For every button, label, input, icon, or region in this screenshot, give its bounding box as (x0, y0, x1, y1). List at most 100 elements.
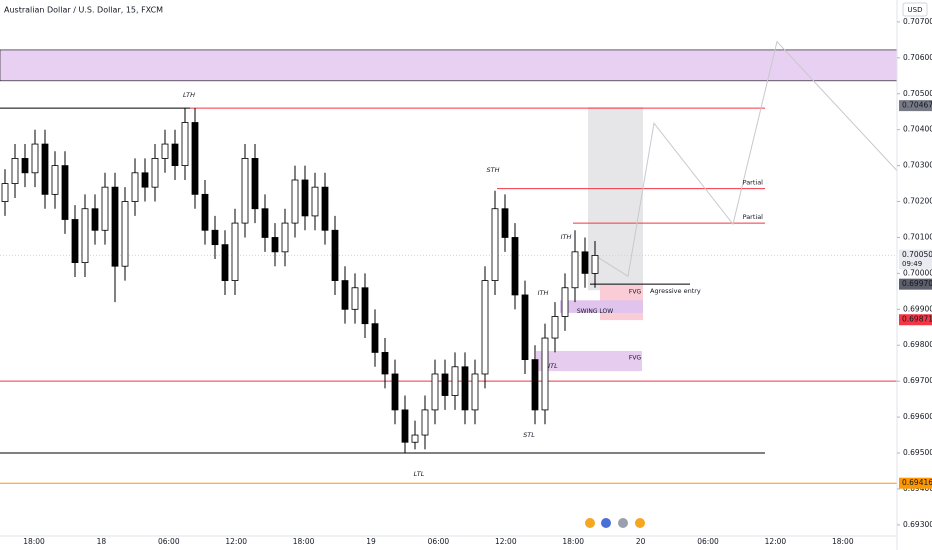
candle-body (301, 179, 309, 217)
level-label: Partial (743, 213, 764, 221)
price-tag-label: 0.70050 (902, 250, 932, 259)
swing-label: ITH (561, 233, 572, 241)
candle-body (391, 373, 399, 411)
y-tick-label: 0.69600 (903, 412, 932, 421)
y-tick-label: 0.70100 (903, 232, 932, 241)
y-tick-label: 0.70700 (903, 17, 932, 26)
candle-body (331, 229, 339, 281)
candle-body (271, 237, 279, 253)
candle-body (521, 294, 529, 361)
candle-body (481, 280, 489, 375)
candle-body (361, 287, 369, 325)
y-tick-label: 0.70300 (903, 161, 932, 170)
candle-body (321, 186, 329, 231)
y-tick-label: 0.70200 (903, 197, 932, 206)
x-tick-label: 18:00 (23, 537, 45, 546)
candle-body (1, 183, 9, 202)
layer (0, 40, 898, 484)
candle-body (181, 122, 189, 167)
candle-body (101, 186, 109, 231)
zone-label: FVG (629, 289, 642, 296)
candle-body (561, 287, 569, 317)
candle-body (441, 373, 449, 396)
candle-body (281, 222, 289, 253)
candle-body (141, 172, 149, 188)
x-tick-label: 06:00 (428, 537, 450, 546)
candle-body (211, 229, 219, 246)
candle-body (511, 237, 519, 296)
candle-body (221, 244, 229, 281)
candle-body (571, 251, 579, 289)
candle-body (461, 366, 469, 411)
swing-label: LTH (183, 91, 195, 99)
candle-body (121, 201, 129, 267)
candle-body (171, 143, 179, 167)
candle-body (71, 219, 79, 264)
price-tag-label: 0.69871 (902, 315, 932, 324)
candle-body (471, 373, 479, 411)
candle-body (351, 287, 359, 310)
candle-body (161, 143, 169, 159)
candle-body (251, 158, 259, 210)
level-label: Partial (743, 179, 764, 187)
zone-label: FVG (629, 354, 642, 361)
candle-body (31, 143, 39, 174)
price-tag-time: 09:49 (902, 260, 922, 268)
price-tag (899, 100, 932, 112)
projection-path (594, 40, 898, 278)
price-tag (899, 249, 932, 270)
candle-body (341, 280, 349, 310)
swing-label: STH (487, 166, 500, 174)
y-tick-label: 0.69300 (903, 520, 932, 529)
price-tag (899, 314, 932, 326)
price-tag-label: 0.69416 (902, 478, 932, 487)
x-tick-label: 06:00 (158, 537, 180, 546)
x-tick-label: 18:00 (562, 537, 584, 546)
candle-body (491, 208, 499, 281)
candle-body (191, 122, 199, 195)
candle-body (421, 409, 429, 436)
swing-label: LTL (414, 470, 425, 478)
layer (0, 49, 898, 372)
x-tick-label: 12:00 (495, 537, 517, 546)
y-tick-label: 0.70600 (903, 53, 932, 62)
chart-title: Australian Dollar / U.S. Dollar, 15, FXC… (4, 6, 163, 15)
x-tick-label: 18 (97, 537, 107, 546)
candle-body (501, 208, 509, 238)
price-tag-label: 0.70467 (902, 101, 932, 110)
candle-body (531, 359, 539, 411)
candle-body (591, 255, 599, 274)
candle-body (201, 193, 209, 231)
y-tick-label: 0.70000 (903, 268, 932, 277)
y-tick-label: 0.69700 (903, 376, 932, 385)
y-tick-label: 0.70400 (903, 125, 932, 134)
y-tick-label: 0.69800 (903, 340, 932, 349)
candle-body (111, 186, 119, 267)
candle-body (51, 165, 59, 195)
x-tick-label: 19 (366, 537, 376, 546)
x-tick-label: 12:00 (765, 537, 787, 546)
candle-body (91, 208, 99, 231)
x-tick-label: 12:00 (225, 537, 247, 546)
candle-body (551, 316, 559, 339)
currency: USD (908, 6, 923, 14)
candle-body (381, 352, 389, 375)
layer: 0.70700 0.70600 0.70500 0.70400 0.70300 0.702… (23, 17, 932, 546)
candle-body (151, 158, 159, 188)
level-label: Agressive entry (650, 287, 701, 295)
x-tick-label: 20 (636, 537, 646, 546)
x-tick-label: 18:00 (832, 537, 854, 546)
x-tick-label: 18:00 (293, 537, 315, 546)
candle-body (431, 373, 439, 411)
price-tag (899, 278, 932, 290)
zone-label: SWING LOW (577, 308, 613, 315)
zone (560, 300, 643, 313)
y-tick-label: 0.69500 (903, 448, 932, 457)
candle-body (21, 158, 29, 174)
zone (536, 350, 642, 372)
candle-body (411, 434, 419, 443)
candle-body (11, 158, 19, 184)
swing-label: STL (523, 431, 535, 439)
